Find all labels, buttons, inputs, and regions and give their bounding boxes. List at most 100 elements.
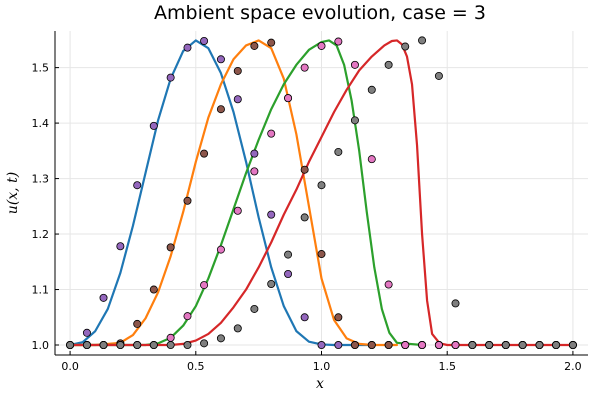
data-point-4 xyxy=(535,341,544,350)
data-point-1 xyxy=(267,210,276,219)
data-point-4 xyxy=(518,341,527,350)
data-point-4 xyxy=(401,42,410,51)
data-point-2 xyxy=(216,105,225,114)
data-point-1 xyxy=(300,313,309,322)
data-point-4 xyxy=(183,341,192,350)
data-point-1 xyxy=(166,73,175,82)
data-point-1 xyxy=(317,341,326,350)
data-point-2 xyxy=(367,341,376,350)
axes-frame xyxy=(54,31,588,356)
data-point-4 xyxy=(200,339,209,348)
data-point-3 xyxy=(317,41,326,50)
data-point-2 xyxy=(384,341,393,350)
y-tick-label: 1.4 xyxy=(32,117,50,130)
data-point-3 xyxy=(200,281,209,290)
data-point-2 xyxy=(250,41,259,50)
chart-title: Ambient space evolution, case = 3 xyxy=(154,2,486,24)
data-point-4 xyxy=(384,60,393,69)
data-point-4 xyxy=(133,341,142,350)
data-point-3 xyxy=(183,312,192,321)
data-point-3 xyxy=(250,167,259,176)
data-point-2 xyxy=(350,341,359,350)
data-point-3 xyxy=(300,63,309,72)
data-point-4 xyxy=(468,341,477,350)
series-line-2 xyxy=(68,39,399,347)
series-line-3 xyxy=(68,39,424,347)
grid xyxy=(55,31,588,355)
data-point-4 xyxy=(317,181,326,190)
data-point-4 xyxy=(149,341,158,350)
data-point-3 xyxy=(166,333,175,342)
data-point-1 xyxy=(233,95,242,104)
data-point-3 xyxy=(350,60,359,69)
data-point-1 xyxy=(250,149,259,158)
data-point-1 xyxy=(116,242,125,251)
data-point-3 xyxy=(401,341,410,350)
data-point-1 xyxy=(99,293,108,302)
data-point-1 xyxy=(133,181,142,190)
data-point-3 xyxy=(216,245,225,254)
x-tick-label: 2.0 xyxy=(564,360,582,373)
y-axis-label: u(x, t) xyxy=(5,172,21,214)
data-point-3 xyxy=(384,280,393,289)
data-point-3 xyxy=(284,94,293,103)
y-tick-label: 1.0 xyxy=(32,339,50,352)
data-point-4 xyxy=(216,334,225,343)
data-point-4 xyxy=(250,304,259,313)
data-point-4 xyxy=(367,85,376,94)
data-point-4 xyxy=(418,36,427,45)
data-point-4 xyxy=(434,71,443,80)
data-point-3 xyxy=(434,341,443,350)
data-point-4 xyxy=(501,341,510,350)
data-point-3 xyxy=(418,341,427,350)
data-point-4 xyxy=(82,341,91,350)
data-point-4 xyxy=(334,147,343,156)
x-tick-label: 0.0 xyxy=(61,360,79,373)
data-point-4 xyxy=(233,324,242,333)
data-point-4 xyxy=(485,341,494,350)
data-point-4 xyxy=(66,341,75,350)
data-point-2 xyxy=(267,38,276,47)
data-point-4 xyxy=(267,279,276,288)
data-point-4 xyxy=(116,341,125,350)
data-point-3 xyxy=(233,206,242,215)
data-point-2 xyxy=(317,250,326,259)
data-point-2 xyxy=(300,165,309,174)
x-tick-label: 1.0 xyxy=(313,360,331,373)
data-point-3 xyxy=(267,129,276,138)
data-point-1 xyxy=(183,43,192,52)
data-point-2 xyxy=(149,285,158,294)
y-tick-label: 1.5 xyxy=(32,62,50,75)
x-tick-label: 1.5 xyxy=(438,360,456,373)
data-point-1 xyxy=(216,55,225,64)
data-point-4 xyxy=(284,250,293,259)
data-point-4 xyxy=(300,213,309,222)
data-point-1 xyxy=(200,36,209,45)
data-point-1 xyxy=(82,328,91,337)
data-point-2 xyxy=(233,66,242,75)
y-tick-label: 1.1 xyxy=(32,284,50,297)
x-axis-label: x xyxy=(316,376,324,392)
y-tick-label: 1.2 xyxy=(32,228,50,241)
tick-labels: 0.0 0.5 1.0 1.5 2.0 1.0 1.1 1.2 1.3 1.4 1.5 xyxy=(32,62,582,373)
data-point-1 xyxy=(149,121,158,130)
data-point-4 xyxy=(568,341,577,350)
data-point-1 xyxy=(334,341,343,350)
data-point-4 xyxy=(350,116,359,125)
data-point-3 xyxy=(451,341,460,350)
data-point-2 xyxy=(334,313,343,322)
data-point-3 xyxy=(367,155,376,164)
y-tick-label: 1.3 xyxy=(32,173,50,186)
data-point-4 xyxy=(451,299,460,308)
data-point-2 xyxy=(200,149,209,158)
data-point-2 xyxy=(166,243,175,252)
data-point-3 xyxy=(334,37,343,46)
data-point-4 xyxy=(166,341,175,350)
data-point-4 xyxy=(99,341,108,350)
x-tick-label: 0.5 xyxy=(187,360,205,373)
series-line-4 xyxy=(68,39,575,347)
data-point-2 xyxy=(133,319,142,328)
data-point-2 xyxy=(183,196,192,205)
series-markers xyxy=(66,36,577,350)
